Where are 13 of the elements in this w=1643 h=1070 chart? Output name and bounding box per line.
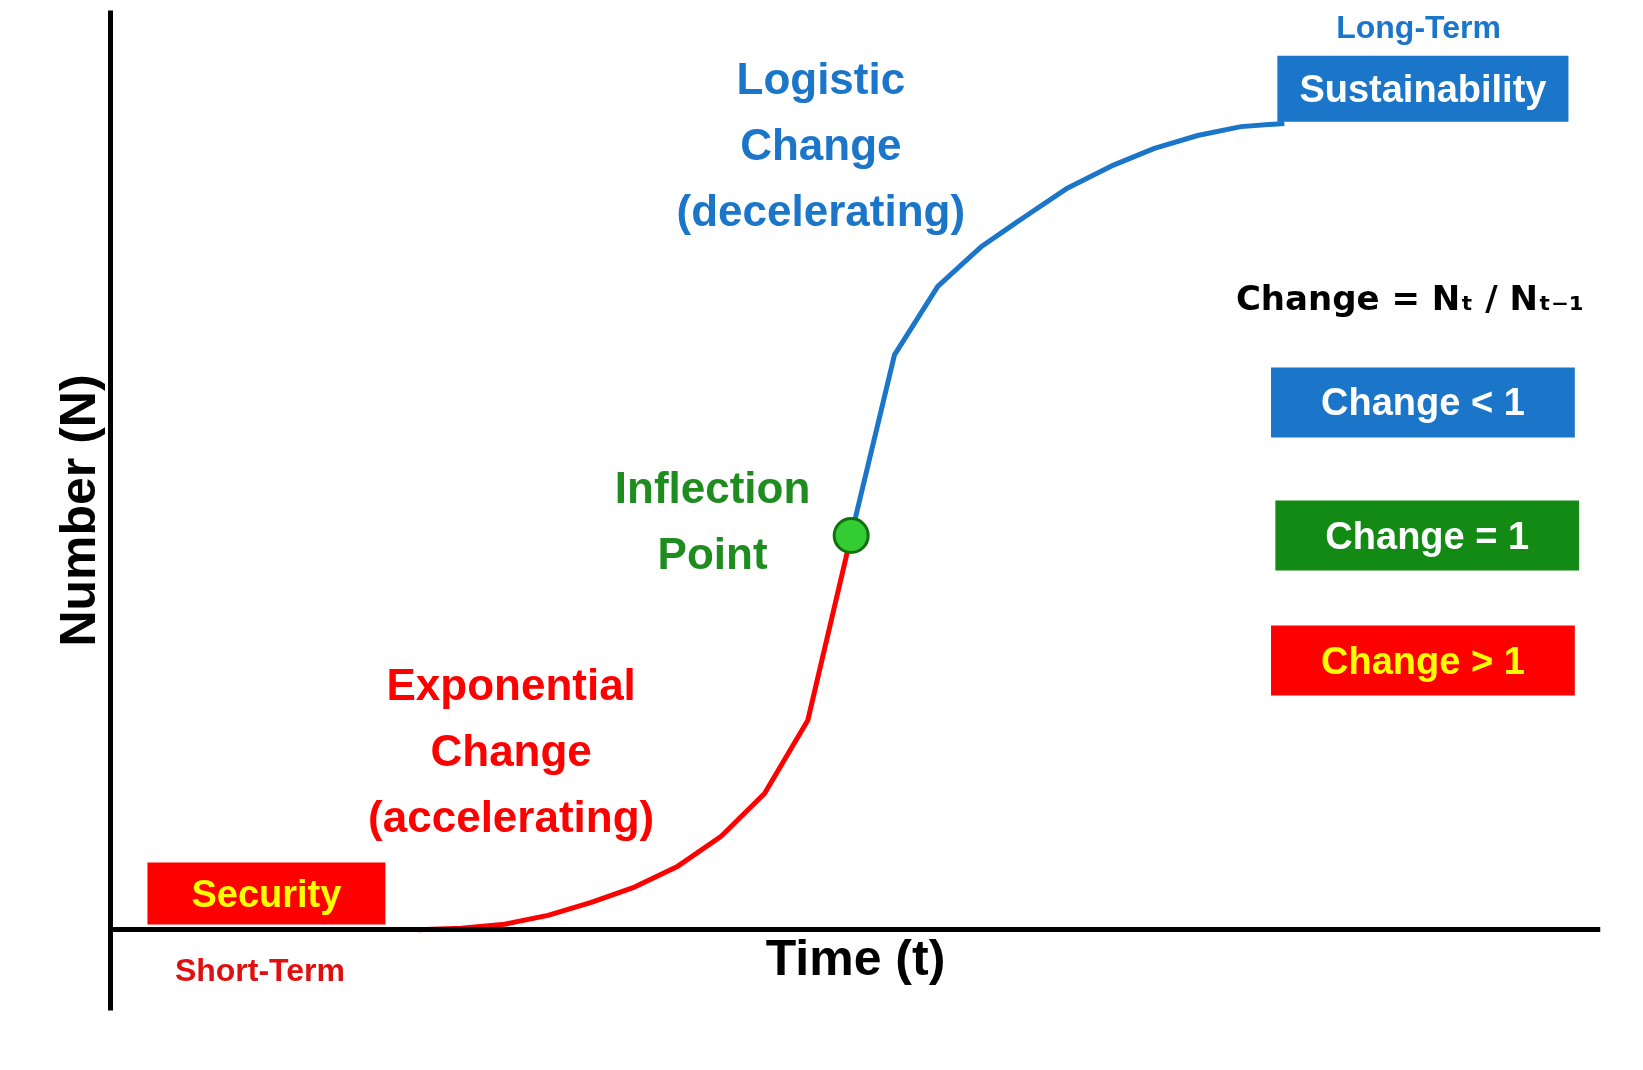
series-label: Logistic Change (decelerating) xyxy=(676,54,966,236)
annotation: Inflection Point xyxy=(614,462,811,579)
text: Sustainability xyxy=(1299,67,1547,110)
text: Short-Term xyxy=(174,952,345,989)
text: Long-Term xyxy=(1336,8,1501,45)
x-axis-title: Time (t) xyxy=(765,929,946,986)
annotation: Security xyxy=(191,872,342,915)
series-label: Exponential Change (accelerating) xyxy=(368,659,655,841)
annotation: Change < 1 xyxy=(1321,381,1525,424)
annotation: Change > 1 xyxy=(1321,639,1525,682)
y-axis-title: Number (N) xyxy=(49,374,106,647)
annotation: Change = 1 xyxy=(1325,514,1530,557)
annotation: Change = Nₜ / Nₜ₋₁ xyxy=(1235,277,1584,318)
